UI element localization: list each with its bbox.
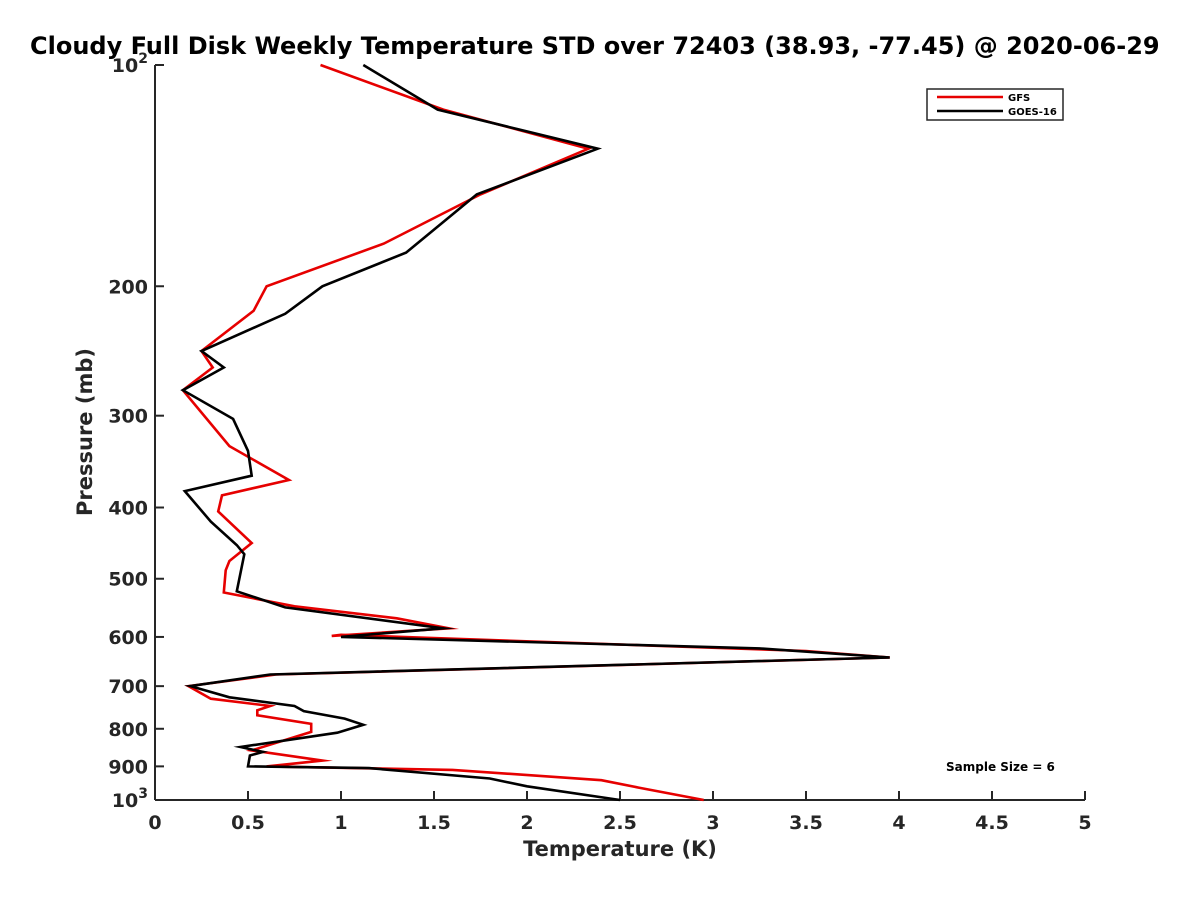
y-tick-label: 200 [108, 276, 148, 298]
legend-label-goes16: GOES-16 [1008, 107, 1057, 118]
axes [154, 65, 1085, 801]
x-tick-label: 3 [706, 812, 719, 834]
y-tick-label: 900 [108, 756, 148, 778]
y-tick-label: 102 [112, 51, 148, 77]
y-tick-label: 700 [108, 676, 148, 698]
y-tick-label: 600 [108, 627, 148, 649]
series-group [180, 63, 890, 802]
x-tick-label: 2.5 [603, 812, 637, 834]
y-tick-label-exponent: 2 [138, 51, 148, 67]
x-tick-label: 5 [1078, 812, 1091, 834]
y-tick-label: 800 [108, 719, 148, 741]
y-tick-label: 500 [108, 569, 148, 591]
x-tick-label: 0.5 [231, 812, 265, 834]
y-tick-label-base: 10 [112, 55, 138, 77]
y-tick-label-base: 10 [112, 790, 138, 812]
y-axis-label: Pressure (mb) [73, 348, 97, 516]
x-tick-label: 4.5 [975, 812, 1009, 834]
y-tick-label-exponent: 3 [138, 786, 148, 802]
y-tick-label: 103 [112, 786, 148, 812]
x-tick-label: 0 [148, 812, 161, 834]
legend-box [926, 88, 1064, 121]
sample-size-annotation: Sample Size = 6 [946, 760, 1055, 774]
x-tick-label: 1.5 [417, 812, 451, 834]
series-line-goes16 [180, 63, 890, 802]
y-tick-label: 400 [108, 498, 148, 520]
legend: GFS GOES-16 [926, 88, 1064, 121]
chart-title: Cloudy Full Disk Weekly Temperature STD … [30, 32, 1160, 60]
x-axis-label: Temperature (K) [523, 837, 717, 861]
x-tick-label: 2 [520, 812, 533, 834]
x-tick-label: 1 [334, 812, 347, 834]
x-tick-label: 3.5 [789, 812, 823, 834]
legend-label-gfs: GFS [1008, 93, 1030, 104]
x-tick-label: 4 [892, 812, 905, 834]
series-line-gfs [181, 63, 890, 802]
chart-title-group: Cloudy Full Disk Weekly Temperature STD … [30, 32, 1160, 60]
x-ticks: 0 0.5 1 1.5 2 2.5 3 3.5 4 4.5 5 [148, 791, 1092, 834]
y-tick-label: 300 [108, 406, 148, 428]
